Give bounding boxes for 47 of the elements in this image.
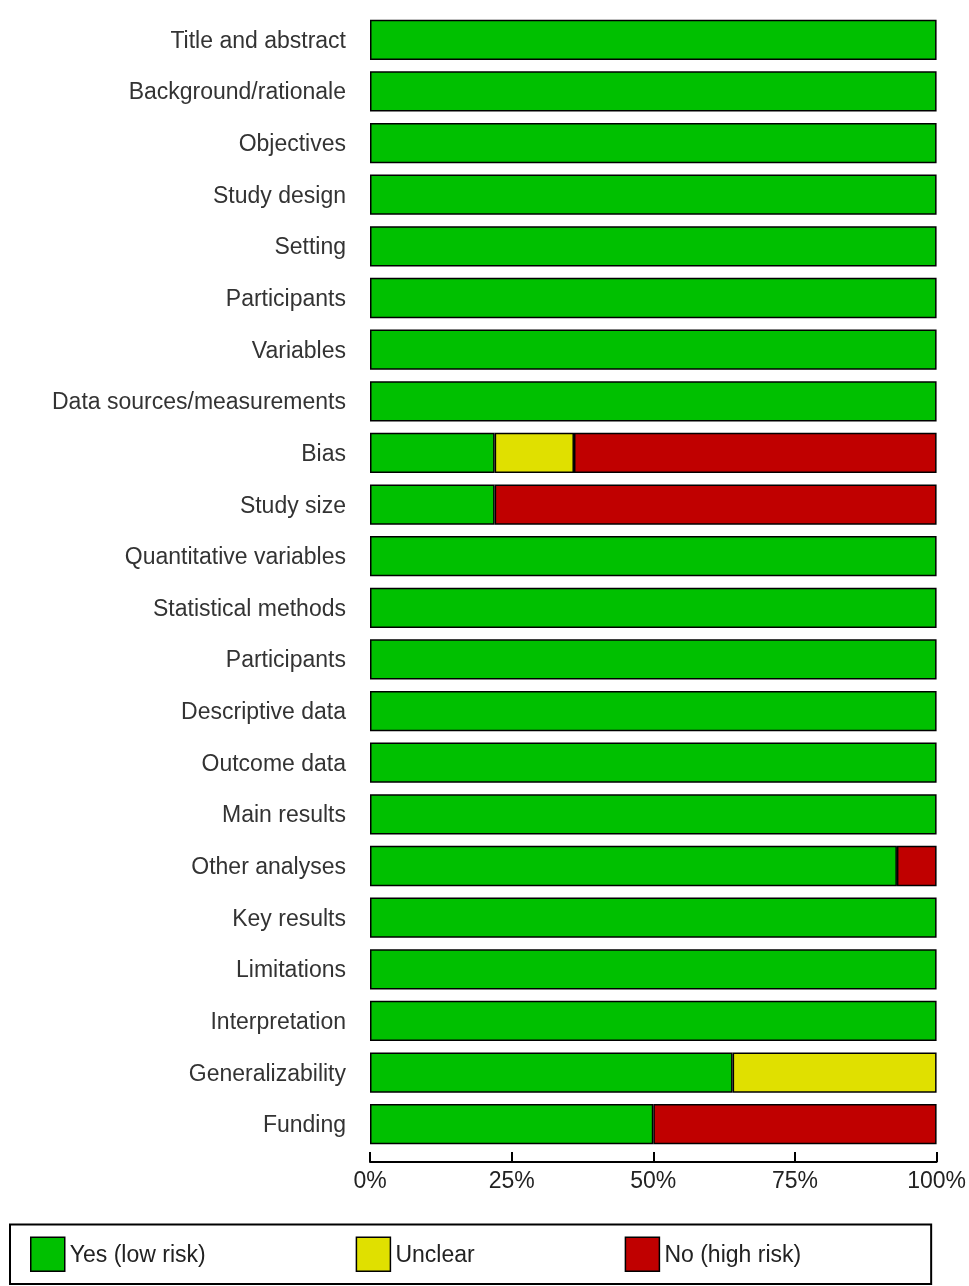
y-tick-label: Generalizability (188, 1059, 347, 1086)
bar (370, 949, 937, 990)
y-tick-label: Setting (274, 233, 346, 260)
y-tick-label: Quantitative variables (124, 543, 346, 570)
bar (370, 536, 937, 577)
y-tick-label: Bias (301, 439, 346, 466)
y-tick-label: Funding (262, 1111, 346, 1138)
y-tick-label: Other analyses (191, 853, 346, 879)
bar (370, 174, 937, 215)
y-tick-label: Title and abstract (170, 26, 347, 53)
bar (370, 639, 937, 680)
legend-label: No (high risk) (664, 1241, 802, 1268)
y-tick-label: Variables (251, 336, 346, 363)
y-tick-label: Data sources/measurements (51, 388, 346, 415)
bar (370, 794, 937, 835)
y-tick-label: Key results (232, 904, 346, 931)
y-tick-label: Main results (222, 801, 346, 828)
bar (370, 329, 937, 370)
bar (370, 277, 937, 319)
y-tick-label: Participants (225, 646, 346, 673)
y-tick-label: Limitations (236, 956, 346, 983)
y-tick-label: Statistical methods (152, 594, 346, 621)
x-tick-label: 25% (488, 1166, 535, 1193)
bar (370, 587, 937, 628)
x-tick-label: 100% (907, 1166, 966, 1193)
bar (370, 226, 937, 267)
y-tick-label: Background/rationale (128, 78, 346, 105)
bar (370, 381, 937, 422)
x-tick-label: 75% (771, 1166, 818, 1193)
y-tick-label: Objectives (238, 130, 346, 157)
bar (370, 897, 937, 938)
bar (370, 690, 937, 732)
y-tick-label: Descriptive data (181, 698, 347, 725)
y-tick-label: Study design (213, 181, 346, 208)
legend-label: Yes (low risk) (69, 1241, 206, 1268)
x-tick-label: 50% (630, 1166, 677, 1193)
bar (370, 71, 937, 112)
y-tick-label: Participants (225, 285, 346, 311)
y-tick-label: Outcome data (201, 749, 347, 776)
x-tick-label: 0% (353, 1166, 387, 1193)
y-tick-label: Interpretation (210, 1007, 346, 1034)
bar (370, 19, 937, 60)
bar (370, 742, 937, 783)
bar (370, 122, 937, 164)
legend-label: Unclear (395, 1241, 475, 1268)
y-tick-label: Study size (239, 491, 346, 518)
bar (370, 1000, 937, 1042)
